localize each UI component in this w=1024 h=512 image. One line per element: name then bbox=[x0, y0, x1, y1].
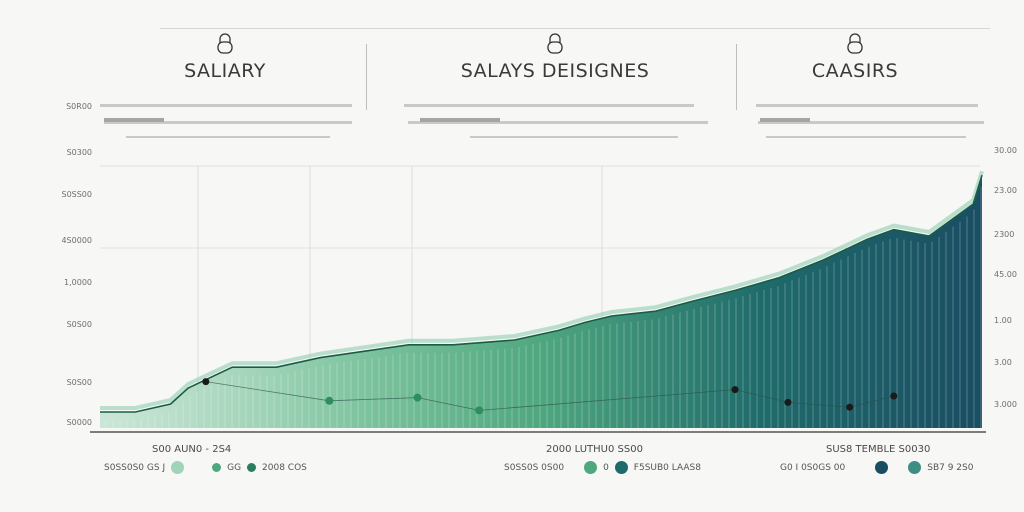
legend-swatch bbox=[212, 463, 222, 472]
legend-label: S0SS0S0 GS J bbox=[104, 462, 166, 473]
y-tick-left: 1,0000 bbox=[64, 278, 92, 287]
data-point bbox=[413, 393, 422, 402]
lock-icon bbox=[847, 33, 863, 54]
marker-line bbox=[205, 381, 894, 411]
y-tick-left: 4S0000 bbox=[61, 236, 92, 245]
header-description-lines bbox=[100, 104, 984, 138]
legend-group: G0 I 0S0GS 00 SB7 9 2S0 bbox=[780, 461, 973, 474]
header-title: SALIARY bbox=[184, 60, 266, 82]
data-point bbox=[731, 386, 739, 394]
legend-label: G0 I 0S0GS 00 bbox=[780, 462, 846, 473]
legend-group: S0SS0S 0S00 0 F5SUB0 LAAS8 bbox=[504, 461, 701, 474]
area-highlight bbox=[100, 170, 984, 410]
column-divider bbox=[366, 44, 367, 110]
data-point bbox=[890, 392, 898, 400]
area-fill bbox=[100, 175, 982, 428]
header-title: SALAYS DEISIGNES bbox=[460, 60, 650, 82]
data-point bbox=[475, 406, 484, 415]
legend-group: S0SS0S0 GS J GG 2008 COS bbox=[104, 461, 307, 474]
y-tick-left: S0S00 bbox=[66, 320, 92, 329]
legend-swatch bbox=[247, 463, 257, 472]
x-axis-label: SUS8 TEMBLE S0030 bbox=[826, 444, 931, 455]
legend-label: SB7 9 2S0 bbox=[927, 462, 974, 473]
column-divider bbox=[736, 44, 737, 110]
x-axis-label: 2000 LUTHU0 SS00 bbox=[546, 444, 643, 455]
lock-icon bbox=[217, 33, 233, 54]
header-cashiers: CAASIRS bbox=[790, 32, 920, 82]
top-divider bbox=[160, 28, 990, 29]
y-tick-left: S0300 bbox=[66, 148, 92, 157]
legend-label: S0SS0S 0S00 bbox=[504, 462, 565, 473]
legend-swatch bbox=[171, 461, 185, 474]
y-tick-left: S0S00 bbox=[66, 378, 92, 387]
legend-label: 2008 COS bbox=[262, 462, 307, 473]
header-salary: SALIARY bbox=[150, 32, 300, 82]
y-tick-right: 1.00 bbox=[994, 316, 1012, 325]
legend-swatch bbox=[908, 461, 922, 474]
legend-label: F5SUB0 LAAS8 bbox=[633, 462, 701, 473]
y-tick-right: 45.00 bbox=[994, 270, 1017, 279]
header-title: CAASIRS bbox=[811, 60, 899, 82]
y-tick-left: S0R00 bbox=[66, 102, 92, 111]
y-tick-right: 30.00 bbox=[994, 146, 1017, 155]
y-tick-right: 2300 bbox=[994, 230, 1015, 239]
legend-swatch bbox=[875, 461, 889, 474]
legend-label: GG bbox=[227, 462, 242, 473]
header-designs: SALAYS DEISIGNES bbox=[440, 32, 670, 82]
y-tick-left: S0SS00 bbox=[61, 190, 92, 199]
legend-label: 0 bbox=[603, 462, 609, 473]
y-tick-right: 3.00 bbox=[994, 358, 1012, 367]
y-tick-right: 23.00 bbox=[994, 186, 1017, 195]
data-point bbox=[202, 378, 210, 386]
x-axis-label: S00 AUN0 - 2S4 bbox=[152, 444, 232, 455]
series-line bbox=[100, 174, 983, 413]
y-tick-right: 3.000 bbox=[994, 400, 1017, 409]
data-point bbox=[325, 396, 334, 405]
data-point bbox=[784, 398, 792, 406]
legend-swatch bbox=[614, 461, 628, 474]
data-point bbox=[846, 403, 854, 411]
y-tick-left: S0000 bbox=[66, 418, 92, 427]
lock-icon bbox=[547, 33, 563, 54]
legend-swatch bbox=[584, 461, 598, 474]
